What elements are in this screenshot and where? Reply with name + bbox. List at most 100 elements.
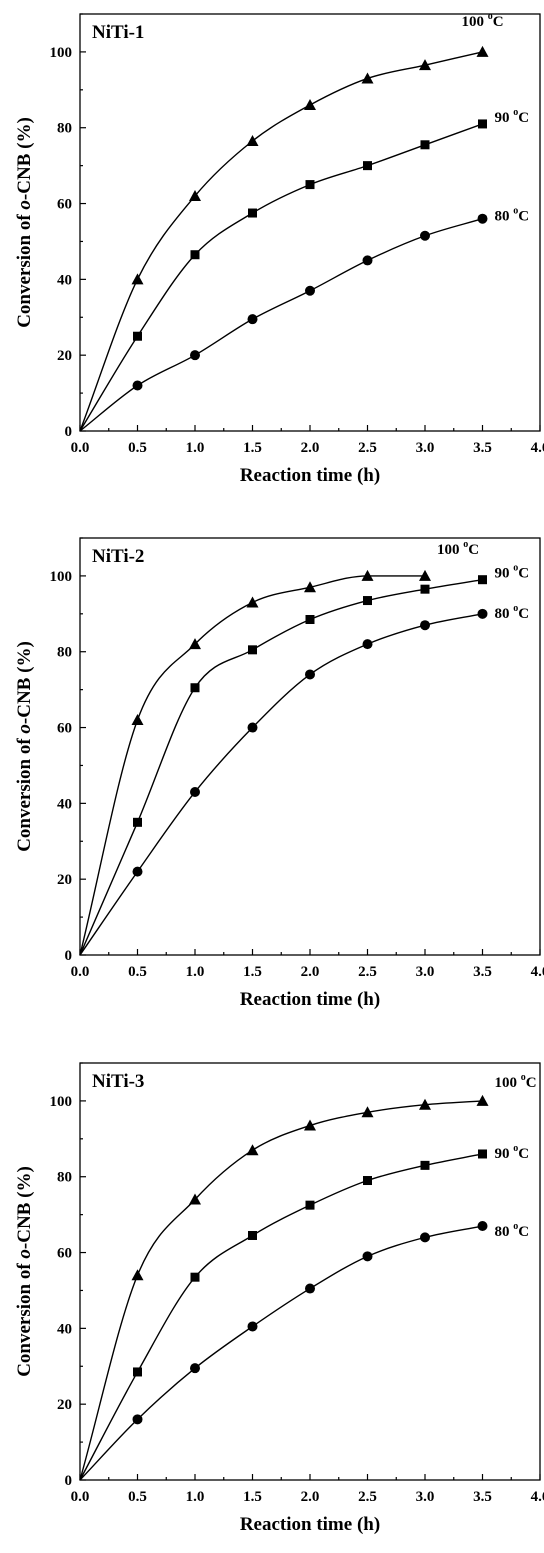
data-point-square: [248, 208, 257, 218]
data-point-triangle: [419, 59, 431, 71]
series-triangle: 100 oC: [79, 1072, 537, 1481]
chart-panel-1: 0.0 0.5 1.0 1.5 2.0 2.5 3.0 3.5 4.0 0 20 40 60 80 100 R…: [14, 11, 544, 486]
y-tick-label: 20: [57, 1397, 72, 1413]
x-tick-label: 1.5: [243, 964, 262, 980]
series-label: 90 oC: [495, 107, 530, 126]
data-point-square: [190, 683, 200, 693]
series-curve: [79, 613, 483, 956]
data-point-square: [133, 331, 142, 341]
y-tick-label: 100: [50, 1094, 73, 1110]
series-triangle: 100 oC: [79, 539, 479, 956]
x-tick-label: 4.0: [531, 440, 544, 456]
data-point-triangle: [246, 1144, 259, 1156]
data-point-triangle: [361, 569, 374, 581]
data-point-circle: [420, 1232, 430, 1243]
data-point-triangle: [131, 273, 144, 285]
y-tick-label: 40: [57, 1321, 72, 1337]
x-tick-label: 0.5: [128, 964, 147, 980]
data-point-square: [248, 1230, 257, 1240]
x-tick-label: 2.5: [358, 440, 377, 456]
y-tick-label: 20: [57, 348, 72, 364]
x-tick-label: 2.5: [358, 1489, 377, 1505]
data-point-circle: [420, 230, 430, 241]
x-tick-label: 1.5: [243, 1489, 262, 1505]
data-point-square: [190, 250, 200, 260]
data-point-square: [190, 1272, 200, 1282]
y-tick-label: 40: [57, 272, 72, 288]
series-circle: 80 oC: [79, 206, 530, 432]
y-tick-label: 20: [57, 872, 72, 888]
data-point-triangle: [189, 1193, 201, 1205]
x-tick-label: 3.5: [473, 1489, 492, 1505]
series-label: 90 oC: [495, 563, 530, 582]
data-point-square: [478, 575, 487, 585]
data-point-circle: [190, 350, 200, 361]
data-point-square: [363, 1176, 372, 1186]
data-point-square: [248, 645, 257, 655]
data-point-square: [363, 596, 372, 606]
x-tick-label: 2.0: [301, 440, 320, 456]
data-point-square: [133, 1367, 142, 1377]
y-tick-label: 100: [50, 45, 73, 61]
data-point-square: [478, 119, 487, 129]
data-point-square: [420, 584, 430, 594]
y-axis-label: Conversion of o-CNB (%): [14, 117, 35, 328]
x-tick-label: 0.0: [71, 1489, 90, 1505]
y-tick-label: 60: [57, 197, 72, 213]
x-tick-label: 0.0: [71, 440, 90, 456]
plot-frame: [79, 537, 541, 956]
x-tick-label: 2.5: [358, 964, 377, 980]
x-tick-label: 0.5: [128, 440, 147, 456]
y-axis-label: Conversion of o-CNB (%): [14, 641, 35, 852]
data-point-square: [420, 1160, 430, 1170]
x-axis-label: Reaction time (h): [240, 1514, 380, 1535]
x-tick-label: 1.0: [186, 1489, 205, 1505]
data-point-circle: [477, 1221, 488, 1232]
series-curve: [79, 1225, 483, 1481]
data-point-triangle: [419, 569, 431, 581]
data-point-square: [420, 140, 430, 150]
data-point-circle: [132, 1414, 143, 1425]
data-point-circle: [247, 314, 258, 325]
data-point-triangle: [361, 72, 374, 84]
chart-panel-3: 0.0 0.5 1.0 1.5 2.0 2.5 3.0 3.5 4.0 0 20 40 60 80 100 R…: [14, 1062, 544, 1535]
series-square: 90 oC: [79, 563, 530, 956]
series-curve: [79, 51, 483, 432]
chart-panel-2: 0.0 0.5 1.0 1.5 2.0 2.5 3.0 3.5 4.0 0 20 40 60 80 100 R…: [14, 537, 544, 1010]
series-label: 80 oC: [495, 1221, 530, 1240]
data-point-triangle: [476, 45, 489, 57]
series-circle: 80 oC: [79, 603, 529, 956]
x-tick-label: 1.0: [186, 964, 205, 980]
y-tick-label: 0: [65, 1473, 73, 1489]
series-curve: [79, 579, 483, 956]
x-tick-label: 4.0: [531, 1489, 544, 1505]
x-tick-label: 3.5: [473, 440, 492, 456]
series-square: 90 oC: [79, 1143, 529, 1481]
panel-label: NiTi-1: [92, 22, 144, 43]
data-point-circle: [190, 1363, 200, 1374]
data-point-triangle: [131, 713, 144, 725]
x-axis-label: Reaction time (h): [240, 989, 380, 1010]
y-tick-label: 0: [65, 948, 73, 964]
data-point-circle: [305, 1283, 315, 1294]
series-label: 100 oC: [437, 539, 479, 558]
data-point-circle: [362, 255, 373, 266]
data-point-circle: [477, 608, 488, 619]
data-point-circle: [132, 380, 143, 391]
data-point-triangle: [304, 1119, 316, 1131]
data-point-triangle: [304, 98, 316, 110]
x-tick-label: 3.0: [416, 1489, 435, 1505]
data-point-circle: [305, 285, 315, 296]
x-tick-label: 1.0: [186, 440, 205, 456]
series-label: 80 oC: [495, 206, 530, 225]
y-tick-label: 100: [50, 569, 73, 585]
x-tick-label: 0.0: [71, 964, 90, 980]
x-axis-label: Reaction time (h): [240, 465, 380, 486]
data-point-square: [363, 161, 372, 171]
data-point-square: [305, 1200, 315, 1210]
data-point-triangle: [361, 1106, 374, 1118]
data-point-triangle: [246, 596, 259, 608]
y-tick-label: 40: [57, 796, 72, 812]
data-point-square: [133, 817, 142, 827]
data-point-square: [305, 615, 315, 625]
